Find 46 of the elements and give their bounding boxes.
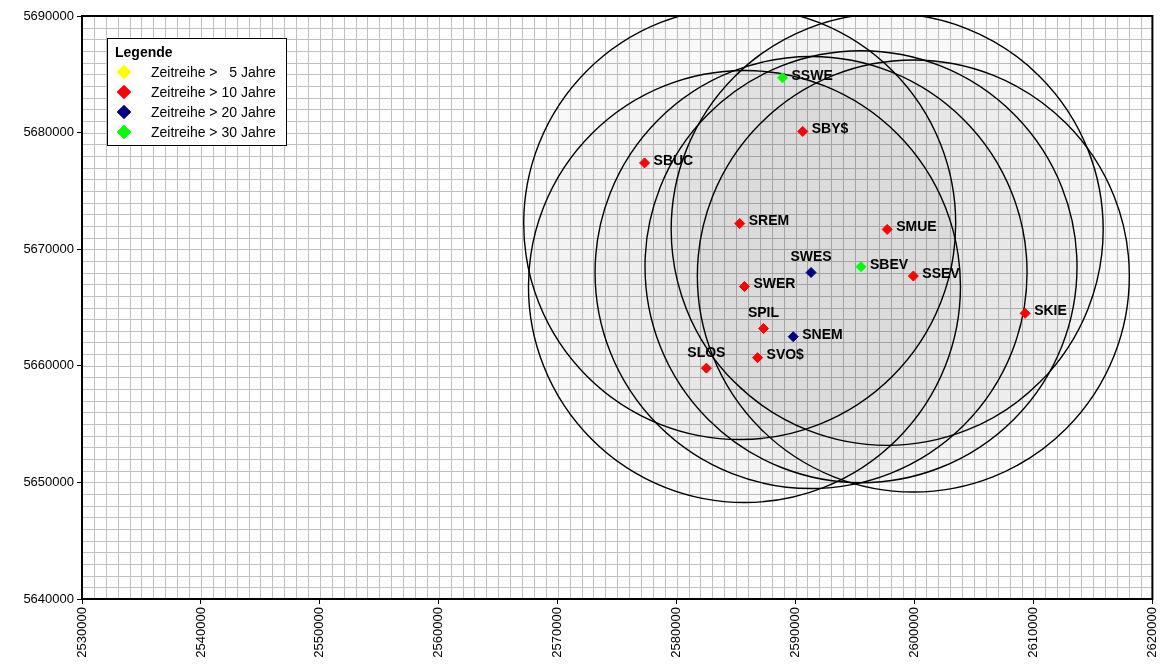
point <box>757 322 769 334</box>
y-tick-label: 5650000 <box>23 473 74 489</box>
y-tick-label: 5680000 <box>23 124 74 140</box>
annotation: SBY$ <box>811 120 849 137</box>
x-tick-label: 2600000 <box>906 607 922 658</box>
point <box>787 331 799 343</box>
legend-label: Zeitreihe > 30 Jahre <box>151 123 276 142</box>
point <box>639 157 651 169</box>
legend-label: Zeitreihe > 20 Jahre <box>151 103 276 122</box>
annotation: SBEV <box>870 255 909 272</box>
x-tick-label: 2580000 <box>668 607 684 658</box>
point <box>777 72 789 84</box>
annotation: SWER <box>753 275 796 292</box>
annotation: SSWE <box>791 66 833 83</box>
annotation: SMUE <box>896 218 937 235</box>
x-tick-label: 2530000 <box>73 607 89 658</box>
point <box>881 223 893 235</box>
point <box>805 267 817 279</box>
x-tick-label: 2550000 <box>311 607 327 658</box>
y-tick-label: 5660000 <box>23 357 74 373</box>
annotation: SNEM <box>802 325 843 342</box>
legend-label: Zeitreihe > 5 Jahre <box>151 63 276 82</box>
annotation: SREM <box>748 212 790 229</box>
y-tick-label: 5670000 <box>23 240 74 256</box>
x-tick-label: 2540000 <box>192 607 208 658</box>
legend-label: Zeitreihe > 10 Jahre <box>151 83 276 102</box>
x-tick-label: 2610000 <box>1025 607 1041 658</box>
x-tick-label: 2560000 <box>430 607 446 658</box>
point <box>752 352 764 364</box>
point <box>700 362 712 374</box>
x-tick-label: 2570000 <box>549 607 565 658</box>
point <box>734 218 746 230</box>
x-tick-label: 2590000 <box>787 607 803 658</box>
y-tick-label: 5640000 <box>23 590 74 606</box>
annotation: SWES <box>790 248 832 265</box>
annotation: SVO$ <box>766 346 805 363</box>
y-tick-label: 5690000 <box>23 7 74 23</box>
point <box>855 261 867 273</box>
point <box>797 125 809 137</box>
point <box>907 270 919 282</box>
annotation: SKIE <box>1034 302 1067 319</box>
point <box>738 281 750 293</box>
x-tick-label: 2620000 <box>1143 607 1159 658</box>
legend-title: Legende <box>115 43 174 62</box>
point <box>1019 307 1031 319</box>
annotation: SPIL <box>747 304 780 321</box>
